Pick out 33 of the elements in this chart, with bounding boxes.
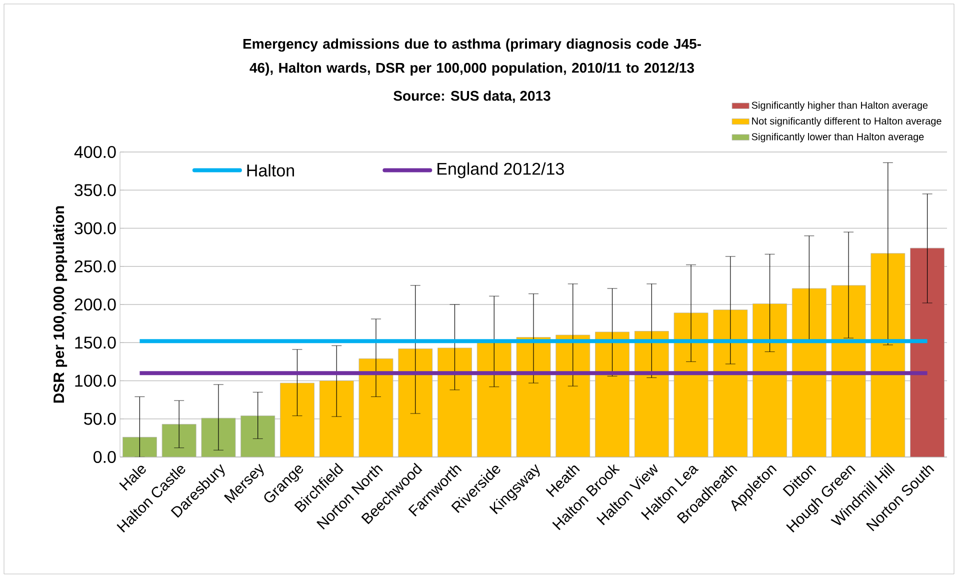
- bar: [870, 253, 906, 457]
- y-tick-label: 400.0: [74, 146, 116, 158]
- bar: [674, 312, 708, 457]
- chart-title: Emergency admissions due to asthma (primary diagnosis code J45-46), Halton wards, DSR per 100,000 population, 2010/11 to 2012/13: [243, 38, 701, 76]
- legend-label: Halton: [247, 164, 294, 177]
- legend-label: Significantly higher than Halton average: [752, 101, 928, 111]
- bar: [438, 348, 472, 457]
- legend-label: Not significantly different to Halton average: [752, 117, 942, 127]
- bar: [516, 337, 551, 457]
- legend-label: Significantly lower than Halton average: [752, 132, 924, 142]
- bar: [595, 332, 630, 457]
- bar: [752, 304, 787, 457]
- legend-label: England 2012/13: [438, 162, 564, 178]
- bar: [476, 342, 512, 457]
- y-tick-label: 50.0: [84, 412, 116, 425]
- y-tick-label: 250.0: [74, 260, 116, 272]
- y-tick-label: 300.0: [74, 222, 116, 234]
- y-tick-label: 350.0: [74, 184, 116, 196]
- bar: [358, 358, 394, 457]
- y-tick-label: 150.0: [75, 336, 116, 349]
- y-tick-label: 100.0: [75, 374, 116, 387]
- bar: [634, 330, 669, 457]
- bar: [280, 382, 314, 457]
- bar: [713, 310, 748, 457]
- y-tick-label: 0.0: [94, 450, 116, 464]
- y-tick-label: 200.0: [74, 298, 116, 311]
- bar: [319, 380, 354, 457]
- bar: [831, 285, 866, 457]
- source-note: Source: SUS data, 2013: [394, 90, 550, 103]
- y-axis-title: DSR per 100,000 population: [53, 206, 68, 403]
- bar: [556, 334, 590, 457]
- bar: [792, 288, 826, 457]
- x-tick-label: Hale: [119, 466, 146, 491]
